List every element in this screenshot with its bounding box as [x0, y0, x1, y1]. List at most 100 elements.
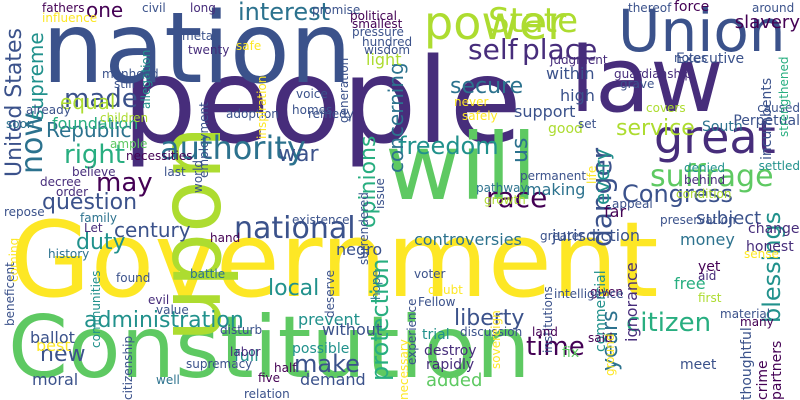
word: voter	[414, 267, 446, 281]
word: believe	[72, 165, 116, 179]
word: grave	[620, 77, 655, 91]
word: relation	[244, 387, 290, 400]
word: safe	[236, 39, 262, 53]
word: liberty	[454, 306, 525, 331]
word: right	[64, 140, 126, 170]
word: soon	[6, 117, 35, 131]
word: ballot	[30, 328, 75, 347]
word: question	[42, 190, 138, 215]
word: supremacy	[186, 357, 253, 371]
word: children	[100, 111, 149, 125]
word: demand	[300, 370, 366, 389]
word: influence	[42, 11, 98, 25]
word: without	[322, 320, 383, 339]
word: guardianship	[614, 67, 693, 81]
word: honest	[746, 239, 794, 255]
word: adoption	[226, 107, 279, 121]
word: generation	[337, 57, 351, 123]
word: far	[604, 202, 627, 221]
word: war	[278, 142, 319, 167]
word: jurisdiction	[552, 226, 640, 245]
word: ignorance	[622, 262, 641, 342]
word: disturb	[220, 323, 263, 337]
word: change	[748, 221, 800, 237]
word: said	[588, 331, 613, 345]
word: hundred	[362, 35, 413, 49]
word: full	[234, 346, 259, 365]
word: wisdom	[364, 43, 411, 57]
word: family	[80, 211, 118, 225]
word: money	[680, 230, 735, 249]
word: covers	[646, 101, 686, 115]
word: Perpetual	[733, 113, 800, 129]
word: suffrage	[650, 159, 774, 194]
word: force	[674, 0, 710, 15]
word: will	[385, 114, 537, 221]
word: Let	[84, 221, 103, 235]
word: rapidly	[426, 357, 475, 373]
word: necessary	[397, 339, 411, 400]
word: ample	[110, 137, 148, 151]
word: make	[294, 350, 360, 378]
word: best	[36, 336, 71, 355]
word: equal	[60, 90, 116, 114]
word: intelligence	[554, 287, 624, 301]
word: light	[366, 50, 402, 69]
word: greater	[540, 229, 585, 243]
word: interest	[238, 0, 331, 26]
word: controversies	[414, 230, 522, 249]
word: Union	[618, 0, 786, 65]
word: appeal	[612, 197, 653, 211]
word: given	[590, 285, 624, 299]
word: caused	[757, 101, 800, 115]
word: metal	[182, 29, 217, 43]
word: good	[548, 121, 583, 137]
word: history	[48, 247, 90, 261]
word: free	[674, 274, 706, 293]
word: fathers	[42, 1, 85, 15]
word: pathway	[476, 181, 528, 195]
word: civil	[142, 1, 166, 15]
word: century	[114, 218, 191, 242]
word: deserve	[323, 269, 337, 318]
word: thoughtful	[739, 327, 755, 400]
word: evil	[148, 293, 170, 307]
word: still	[114, 77, 135, 91]
word: five	[258, 371, 281, 385]
word: discussion	[460, 325, 523, 339]
word: political	[350, 9, 397, 23]
word: battle	[190, 267, 226, 281]
word: law	[570, 28, 724, 133]
word: crime	[755, 360, 771, 400]
word: found	[116, 271, 151, 285]
word: negro	[336, 240, 383, 259]
word: made	[64, 84, 138, 114]
word: administration	[84, 308, 244, 333]
word: strengthened	[777, 56, 791, 137]
word: manhood	[102, 67, 159, 81]
word: support	[514, 102, 576, 121]
word: trial	[422, 327, 450, 343]
word: citizenship	[121, 335, 135, 400]
word: may	[96, 168, 153, 198]
word: State	[488, 1, 578, 41]
word: subject	[696, 208, 762, 229]
word: partners	[769, 340, 785, 400]
word: world	[191, 159, 205, 193]
word: prevent	[298, 310, 360, 329]
word: existence	[292, 213, 350, 227]
word: people	[122, 32, 522, 170]
word: preservation	[660, 213, 736, 227]
word: Congress	[622, 180, 733, 208]
word: Constitution	[8, 298, 531, 398]
word: denied	[684, 161, 725, 175]
word: well	[156, 373, 180, 387]
word: decree	[40, 175, 82, 189]
word: time	[526, 332, 585, 362]
word: new	[40, 342, 86, 367]
word: half	[274, 361, 297, 375]
word: pressure	[352, 25, 404, 39]
word: possible	[292, 341, 350, 357]
word: concerning	[384, 62, 408, 173]
